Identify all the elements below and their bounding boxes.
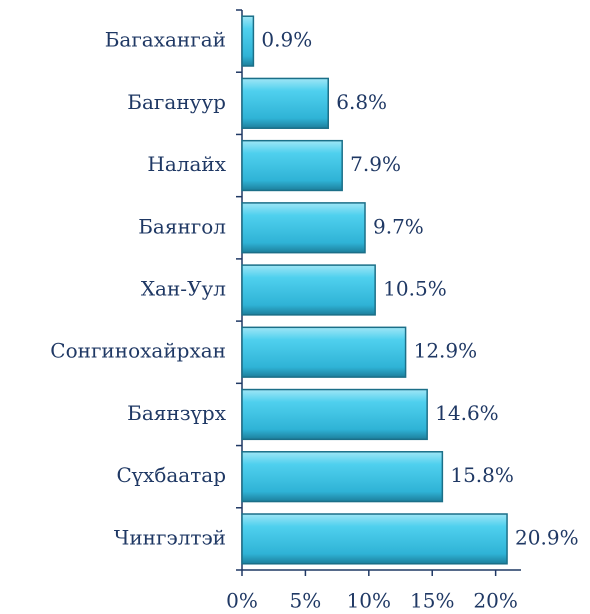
y-tick-label: Баянгол [138,214,226,238]
bar [241,264,376,316]
y-tick-label: Багануур [127,90,226,114]
x-tick-label: 15% [410,589,454,613]
x-tick-label: 20% [473,589,517,613]
bar [241,513,508,565]
bar [241,77,329,129]
value-label: 7.9% [350,152,401,176]
value-label: 12.9% [414,339,478,363]
bar [241,139,343,192]
bar [241,202,366,254]
value-label: 20.9% [515,525,579,549]
y-tick-label: Налайх [147,152,226,176]
value-label: 6.8% [336,90,387,114]
x-tick-label: 5% [290,589,322,613]
value-label: 10.5% [383,277,447,301]
bar [241,388,428,441]
y-tick-label: Багахангай [105,28,226,52]
y-tick-label: Чингэлтэй [114,525,226,549]
bar [241,15,255,67]
value-label: 14.6% [435,401,499,425]
y-tick-label: Баянзүрх [127,401,227,425]
y-tick-label: Сонгинохайрхан [50,339,226,363]
bar [241,326,407,378]
x-tick-label: 0% [226,589,258,613]
bar [241,451,444,503]
value-label: 15.8% [450,463,514,487]
x-tick-label: 10% [347,589,391,613]
value-label: 0.9% [261,28,312,52]
value-label: 9.7% [373,214,424,238]
y-tick-label: Хан-Уул [141,277,226,301]
y-tick-label: Сүхбаатар [116,463,226,487]
